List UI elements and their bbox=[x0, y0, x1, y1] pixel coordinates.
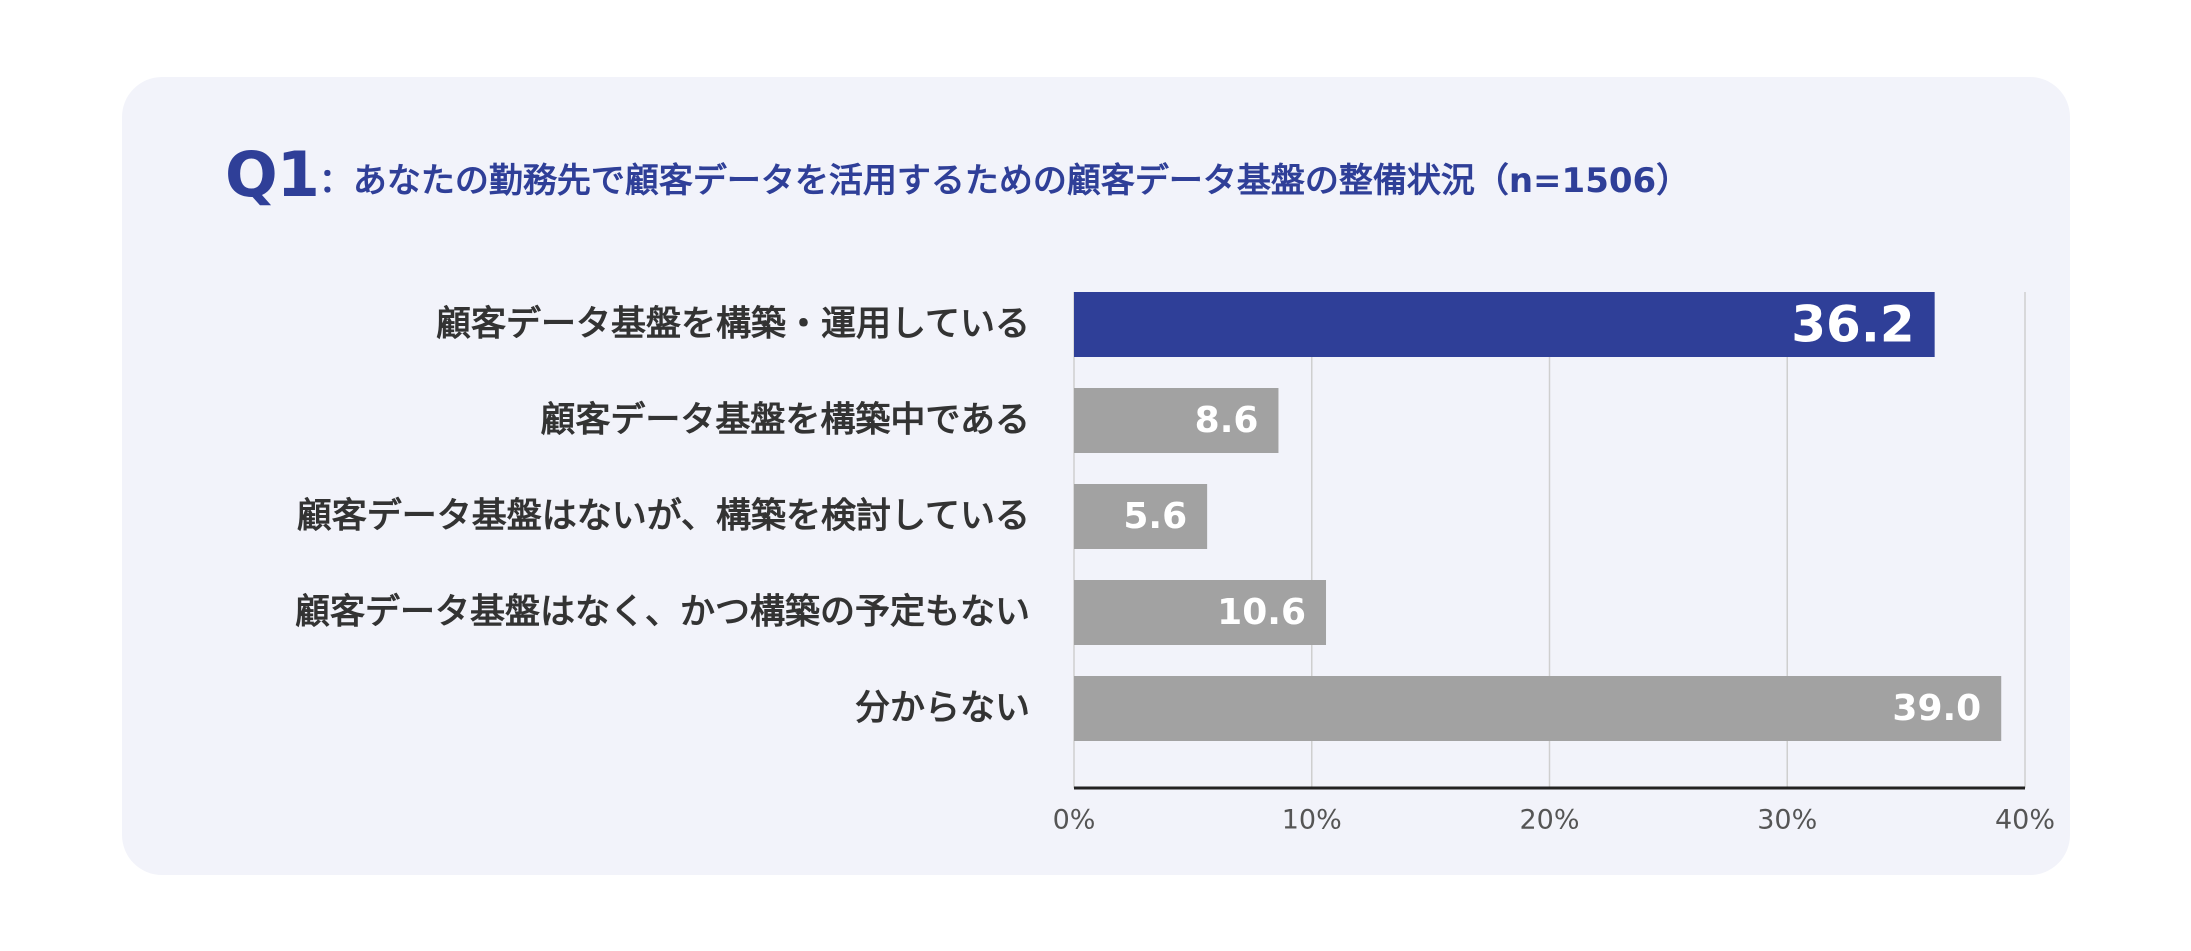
bar bbox=[1074, 484, 1208, 549]
question-number: Q1 bbox=[225, 138, 320, 211]
x-tick-label: 0% bbox=[1053, 805, 1096, 836]
chart-title: Q1：あなたの勤務先で顧客データを活用するための顧客データ基盤の整備状況（n=1… bbox=[225, 138, 1690, 211]
category-label: 顧客データ基盤を構築中である bbox=[540, 400, 1030, 441]
category-label: 顧客データ基盤はないが、構築を検討している bbox=[297, 496, 1030, 537]
data-label: 39.0 bbox=[1892, 688, 1981, 729]
data-label: 36.2 bbox=[1791, 296, 1914, 354]
x-tick-label: 20% bbox=[1519, 805, 1579, 836]
x-tick-label: 10% bbox=[1282, 805, 1342, 836]
chart-card bbox=[122, 77, 2070, 875]
category-label: 分からない bbox=[855, 689, 1030, 729]
bar bbox=[1074, 580, 1327, 645]
bar bbox=[1074, 676, 2002, 741]
question-text: ：あなたの勤務先で顧客データを活用するための顧客データ基盤の整備状況（n=150… bbox=[318, 161, 1691, 201]
data-label: 10.6 bbox=[1217, 592, 1306, 633]
x-tick-label: 30% bbox=[1757, 805, 1817, 836]
bar bbox=[1074, 388, 1279, 453]
category-label: 顧客データ基盤はなく、かつ構築の予定もない bbox=[295, 592, 1030, 633]
data-label: 5.6 bbox=[1123, 496, 1187, 537]
category-label: 顧客データ基盤を構築・運用している bbox=[436, 304, 1030, 345]
x-tick-label: 40% bbox=[1995, 805, 2055, 836]
data-label: 8.6 bbox=[1195, 400, 1259, 441]
bar bbox=[1074, 292, 1935, 357]
